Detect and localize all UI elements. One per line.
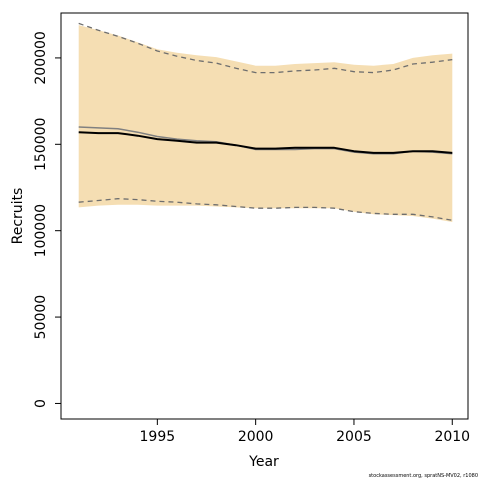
y-tick-label: 200000	[33, 31, 49, 84]
y-tick-label: 0	[33, 399, 49, 408]
confidence-band	[78, 25, 453, 222]
y-tick-label: 150000	[33, 118, 49, 171]
x-tick-label: 2010	[434, 429, 470, 445]
plot-layer	[78, 22, 453, 222]
x-tick-label: 1995	[140, 429, 176, 445]
source-credit: stockassessment.org, spratNS-MV02, r1080	[369, 473, 478, 479]
y-axis: 0 50000 100000 150000 200000	[33, 31, 61, 408]
plot-frame	[60, 12, 469, 420]
y-tick-label: 100000	[33, 204, 49, 257]
y-tick-label: 50000	[33, 295, 49, 340]
x-tick-label: 2005	[336, 429, 372, 445]
series-line-main	[78, 131, 453, 154]
x-axis-title: Year	[248, 454, 279, 470]
x-tick-label: 2000	[238, 429, 274, 445]
x-axis: 1995 2000 2005 2010	[140, 419, 470, 445]
y-axis-title: Recruits	[10, 188, 26, 245]
series-line-upper-bound	[78, 22, 453, 74]
